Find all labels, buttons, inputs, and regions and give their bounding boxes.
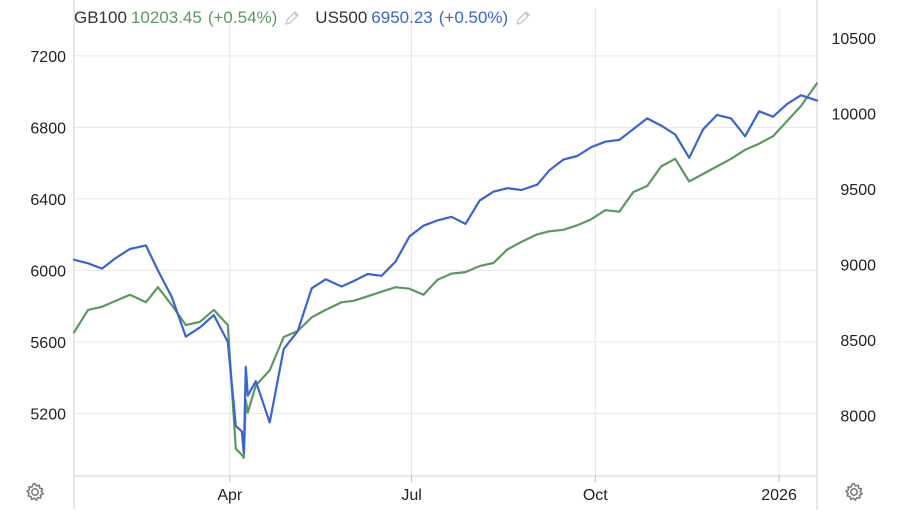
y-tick-label-left: 5200 (30, 406, 66, 423)
pencil-icon[interactable] (514, 9, 532, 27)
series-line-gb100 (72, 82, 819, 459)
series-layer (72, 82, 819, 459)
series-line-us500 (72, 94, 819, 454)
legend-gb100-change: (+0.54%) (207, 8, 278, 27)
x-axis: Apr Jul Oct 2026 (217, 476, 797, 504)
pencil-icon[interactable] (283, 9, 301, 27)
right-axis: 8000 8500 9000 9500 10000 10500 (832, 31, 877, 426)
x-tick-label: 2026 (761, 487, 797, 504)
y-tick-label-left: 5600 (30, 335, 66, 352)
x-tick-label: Oct (583, 487, 608, 504)
y-tick-label-right: 8000 (840, 409, 876, 426)
legend-gb100-value: 10203.45 (130, 8, 202, 27)
y-tick-label-left: 7200 (30, 49, 66, 66)
x-tick-label: Apr (217, 487, 243, 504)
x-tick-label: Jul (401, 487, 421, 504)
y-tick-label-right: 10500 (832, 31, 877, 48)
y-tick-label-right: 9500 (840, 182, 876, 199)
legend-us500-symbol: US500 (315, 8, 368, 27)
gear-icon[interactable] (24, 481, 46, 503)
grid-layer (74, 8, 817, 476)
left-axis: 5200 5600 6000 6400 6800 7200 (30, 49, 66, 424)
y-tick-label-left: 6000 (30, 263, 66, 280)
legend-gb100-symbol: GB100 (74, 8, 127, 27)
y-tick-label-left: 6400 (30, 192, 66, 209)
frame-layer (73, 0, 818, 510)
y-tick-label-right: 8500 (840, 333, 876, 350)
y-tick-label-left: 6800 (30, 120, 66, 137)
legend-us500-value: 6950.23 (371, 8, 433, 27)
y-tick-label-right: 9000 (840, 258, 876, 275)
y-tick-label-right: 10000 (832, 107, 877, 124)
legend-us500-change: (+0.50%) (438, 8, 509, 27)
gear-icon[interactable] (843, 481, 865, 503)
legend: GB100 10203.45 (+0.54%) US500 6950.23 (+… (74, 8, 546, 28)
